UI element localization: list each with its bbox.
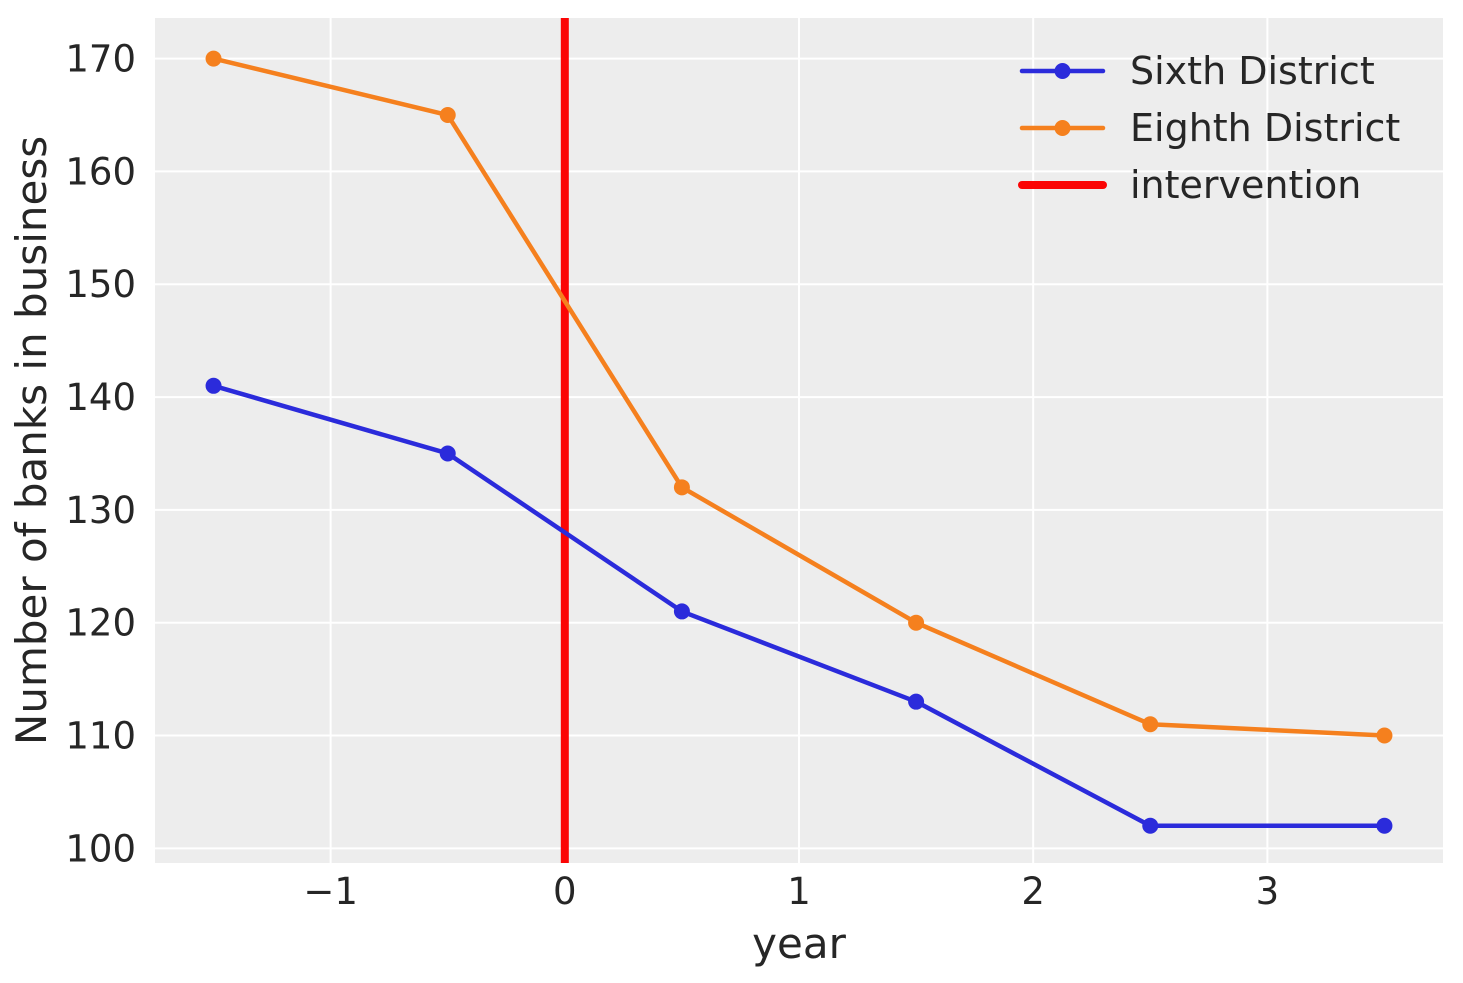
series-marker-sixth-district-0	[205, 377, 222, 394]
series-line-eighth-district	[211, 56, 1387, 738]
x-tick-label-2: 1	[787, 870, 811, 913]
y-tick-label-6: 160	[65, 150, 136, 193]
y-tick-label-1: 110	[65, 715, 136, 758]
y-axis-label: Number of banks in business	[7, 136, 56, 745]
series-marker-eighth-district-5	[1376, 727, 1393, 744]
legend-sample-marker-1	[1054, 120, 1071, 136]
x-tick-label-1: 0	[553, 870, 577, 913]
x-tick-label-3: 2	[1021, 870, 1045, 913]
y-tick-label-3: 130	[65, 489, 136, 532]
x-tick-label-0: −1	[303, 870, 358, 913]
series-marker-sixth-district-3	[908, 693, 925, 710]
series-marker-eighth-district-3	[908, 614, 925, 631]
x-tick-label-4: 3	[1256, 870, 1280, 913]
y-tick-label-0: 100	[65, 827, 136, 870]
y-tick-label-4: 140	[65, 376, 136, 419]
series-marker-sixth-district-2	[673, 603, 690, 620]
y-tick-label-2: 120	[65, 602, 136, 645]
legend-label-0: Sixth District	[1130, 49, 1375, 93]
y-tick-label-7: 170	[65, 38, 136, 81]
legend-label-2: intervention	[1130, 163, 1361, 207]
series-marker-eighth-district-4	[1142, 716, 1159, 733]
series-marker-sixth-district-4	[1142, 817, 1159, 834]
series-line-sixth-district	[211, 383, 1387, 829]
legend-label-1: Eighth District	[1130, 106, 1400, 150]
series-marker-sixth-district-5	[1376, 817, 1393, 834]
series-marker-eighth-district-0	[205, 50, 222, 67]
y-tick-label-5: 150	[65, 263, 136, 306]
x-axis-label: year	[752, 919, 846, 968]
series-marker-eighth-district-2	[673, 479, 690, 496]
series-marker-eighth-district-1	[439, 107, 456, 124]
legend-sample-marker-0	[1054, 63, 1071, 79]
series-marker-sixth-district-1	[439, 445, 456, 462]
